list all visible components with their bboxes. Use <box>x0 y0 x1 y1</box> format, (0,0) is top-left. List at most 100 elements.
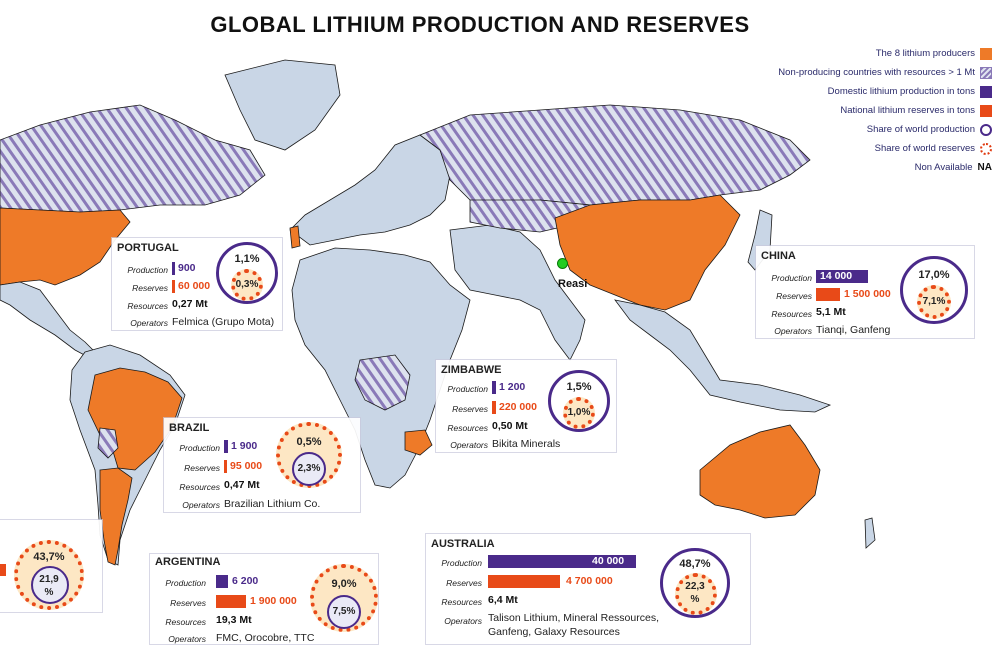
reserves-bar <box>0 564 6 576</box>
city-label-reasi: Reasi <box>558 278 588 290</box>
usa-region <box>0 207 131 286</box>
legend-item-production: Domestic lithium production in tons <box>662 82 992 101</box>
reserves-share: 0,3% <box>235 279 259 290</box>
share-badge-chile: 43,7% 21,9 % <box>14 540 84 610</box>
reserves-bar <box>224 460 227 473</box>
reserves-share: 0,5% <box>296 436 322 448</box>
hatch-swatch-icon <box>980 66 992 79</box>
southeast-asia-region <box>614 299 832 413</box>
share-badge-portugal: 1,1% 0,3% <box>216 242 278 304</box>
production-label: Production <box>447 384 488 394</box>
legend-item-na: Non Available NA <box>662 158 992 177</box>
europe-region <box>289 134 451 246</box>
production-share: 17,0% <box>918 269 950 281</box>
na-abbr: NA <box>977 162 992 173</box>
operators-label: Operators <box>450 440 488 450</box>
operators-value-line1: Talison Lithium, Mineral Ressources, <box>488 612 659 624</box>
country-name: AUSTRALIA <box>431 538 495 550</box>
china-region <box>554 194 741 311</box>
legend-label: National lithium reserves in tons <box>840 105 975 116</box>
australia-region <box>699 424 821 519</box>
country-name: ZIMBABWE <box>441 364 502 376</box>
operators-label: Operators <box>444 616 482 626</box>
resources-value: 0,27 Mt <box>172 298 208 310</box>
legend-label: Domestic lithium production in tons <box>827 86 975 97</box>
resources-value: 0,50 Mt <box>492 420 528 432</box>
reserves-bar <box>488 575 560 588</box>
reserves-share-ring <box>917 285 951 319</box>
legend-item-share-reserves: Share of world reserves <box>662 139 992 158</box>
legend-item-share-production: Share of world production <box>662 120 992 139</box>
legend-label: Share of world reserves <box>874 143 975 154</box>
new-zealand-region <box>864 517 876 549</box>
resources-value: 5,1 Mt <box>816 306 846 318</box>
production-label: Production <box>127 265 168 275</box>
reserves-share: 9,0% <box>331 578 357 590</box>
resources-label: Resources <box>447 423 488 433</box>
production-label: Production <box>165 578 206 588</box>
resources-label: Resources <box>179 482 220 492</box>
production-share: 7,5% <box>332 606 356 617</box>
share-badge-australia: 48,7% 22,3 % <box>660 548 730 618</box>
reserves-share-ring <box>675 573 717 615</box>
orange-swatch-icon <box>980 47 992 60</box>
greenland-region <box>224 59 341 151</box>
legend: The 8 lithium producers Non-producing co… <box>662 44 992 177</box>
reserves-bar <box>816 288 840 301</box>
production-bar <box>172 262 175 275</box>
reserves-share: 43,7% <box>33 551 65 563</box>
production-share-ring <box>31 566 69 604</box>
reserves-value: 220 000 <box>499 401 537 413</box>
operators-value: Felmica (Grupo Mota) <box>172 316 275 328</box>
reserves-label: Reserves <box>184 463 220 473</box>
production-share-ring <box>327 595 361 629</box>
canada-region <box>0 104 266 213</box>
resources-label: Resources <box>441 597 482 607</box>
production-share: 1,1% <box>234 253 260 265</box>
production-share-unit: % <box>44 587 54 598</box>
resources-value: 0,47 Mt <box>224 479 260 491</box>
operators-value: Bikita Minerals <box>492 438 561 450</box>
share-badge-brazil: 0,5% 2,3% <box>276 422 342 488</box>
reserves-share: 7,1% <box>922 296 946 307</box>
operators-value: FMC, Orocobre, TTC <box>216 632 315 644</box>
country-name: CHINA <box>761 250 796 262</box>
production-share-ring <box>292 452 326 486</box>
production-value: 40 000 <box>592 555 625 567</box>
production-label: Production <box>441 558 482 568</box>
location-pin-icon <box>557 258 568 269</box>
bolivia-region <box>97 427 119 459</box>
production-bar <box>224 440 228 453</box>
operators-value: Tianqi, Ganfeng <box>816 324 891 336</box>
share-badge-china: 17,0% 7,1% <box>900 256 968 324</box>
operators-label: Operators <box>168 634 206 644</box>
operators-value-line2: Ganfeng, Galaxy Resources <box>488 626 620 638</box>
production-bar <box>216 575 228 588</box>
production-bar <box>816 270 868 283</box>
drc-region <box>354 354 411 411</box>
production-bar <box>488 555 636 568</box>
resources-value: 6,4 Mt <box>488 594 518 606</box>
reserves-value: 1 500 000 <box>844 288 891 300</box>
legend-label: Non-producing countries with resources >… <box>778 67 975 78</box>
reserves-label: Reserves <box>132 283 168 293</box>
production-bar <box>492 381 496 394</box>
reserves-share: 48,7% <box>679 558 711 570</box>
reserves-label: Reserves <box>446 578 482 588</box>
reserves-value: 4 700 000 <box>566 575 613 587</box>
reserves-value: 95 000 <box>230 460 263 472</box>
production-share-number: 22,3 <box>685 581 705 592</box>
resources-label: Resources <box>165 617 206 627</box>
reserves-value: 1 900 000 <box>250 595 297 607</box>
reserves-bar <box>216 595 246 608</box>
portugal-region <box>289 225 301 249</box>
circle-icon <box>980 123 992 136</box>
operators-label: Operators <box>774 326 812 336</box>
production-label: Production <box>179 443 220 453</box>
production-label: Production <box>771 273 812 283</box>
legend-item-non-producing: Non-producing countries with resources >… <box>662 63 992 82</box>
resources-value: 19,3 Mt <box>216 614 252 626</box>
country-name: PORTUGAL <box>117 242 179 254</box>
